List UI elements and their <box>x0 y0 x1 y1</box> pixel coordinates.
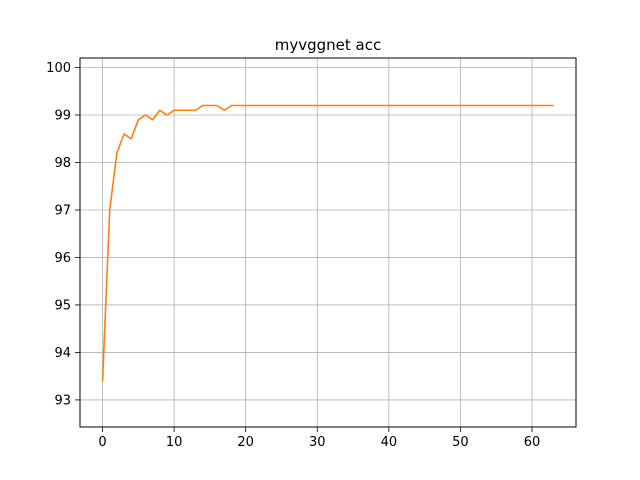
x-tick-label: 30 <box>309 435 326 450</box>
y-tick-label: 97 <box>54 203 71 218</box>
y-axis: 93 94 95 96 97 98 99 100 <box>46 61 80 408</box>
x-tick-label: 20 <box>237 435 254 450</box>
x-tick-label: 50 <box>452 435 469 450</box>
x-axis: 0 10 20 30 40 50 60 <box>98 427 540 450</box>
x-tick-label: 10 <box>166 435 183 450</box>
y-tick-label: 93 <box>54 393 71 408</box>
y-tick-label: 100 <box>46 61 71 76</box>
x-tick-label: 0 <box>98 435 106 450</box>
series-layer <box>101 104 554 381</box>
x-tick-label: 60 <box>524 435 541 450</box>
chart-title: myvggnet acc <box>275 36 381 54</box>
y-tick-label: 98 <box>54 156 71 171</box>
accuracy-series-line <box>101 104 554 381</box>
x-tick-label: 40 <box>381 435 398 450</box>
y-tick-label: 94 <box>54 346 71 361</box>
y-tick-label: 99 <box>54 108 71 123</box>
y-tick-label: 96 <box>54 251 71 266</box>
grid-lines <box>80 58 576 427</box>
y-tick-label: 95 <box>54 298 71 313</box>
plot-frame <box>79 57 577 428</box>
